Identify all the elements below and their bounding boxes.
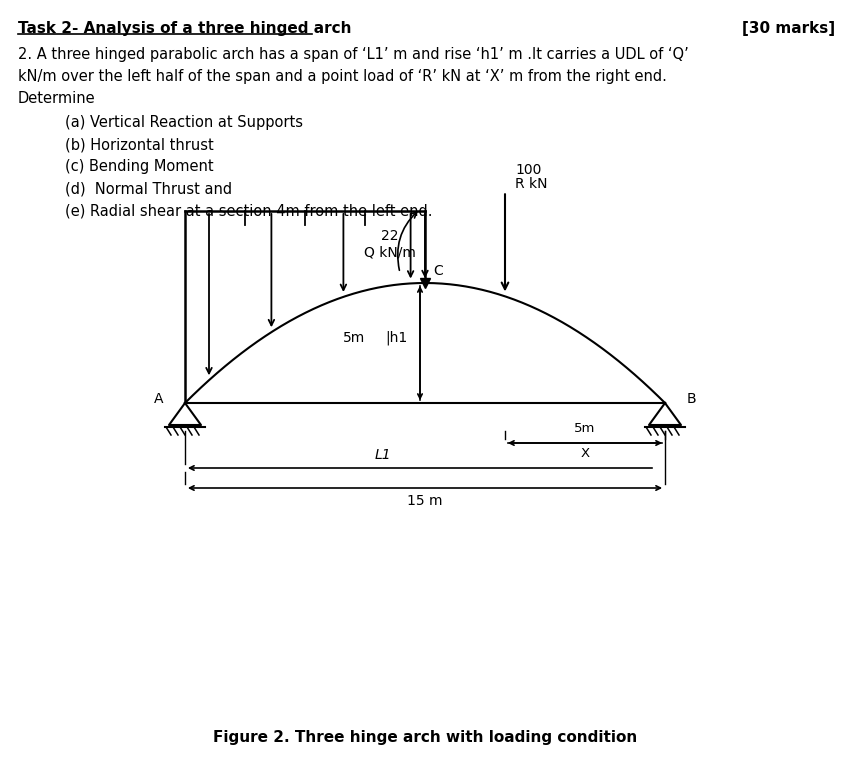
Text: (a) Vertical Reaction at Supports: (a) Vertical Reaction at Supports bbox=[65, 115, 303, 130]
Text: X: X bbox=[581, 447, 590, 460]
Text: Task 2- Analysis of a three hinged arch: Task 2- Analysis of a three hinged arch bbox=[18, 21, 352, 36]
Text: 15 m: 15 m bbox=[407, 494, 443, 508]
Text: (d)  Normal Thrust and: (d) Normal Thrust and bbox=[65, 181, 232, 196]
Text: C: C bbox=[433, 264, 443, 278]
Text: 22: 22 bbox=[382, 229, 399, 243]
Text: 100: 100 bbox=[515, 163, 541, 177]
Text: Determine: Determine bbox=[18, 91, 95, 106]
Text: 5m: 5m bbox=[343, 331, 365, 345]
Text: Figure 2. Three hinge arch with loading condition: Figure 2. Three hinge arch with loading … bbox=[212, 730, 638, 745]
Text: B: B bbox=[687, 392, 697, 406]
Text: R kN: R kN bbox=[515, 177, 547, 192]
Text: kN/m over the left half of the span and a point load of ‘R’ kN at ‘X’ m from the: kN/m over the left half of the span and … bbox=[18, 69, 667, 84]
Text: [30 marks]: [30 marks] bbox=[742, 21, 835, 36]
Text: |h1: |h1 bbox=[385, 331, 407, 346]
Text: 2. A three hinged parabolic arch has a span of ‘L1’ m and rise ‘h1’ m .It carrie: 2. A three hinged parabolic arch has a s… bbox=[18, 47, 688, 62]
Text: (b) Horizontal thrust: (b) Horizontal thrust bbox=[65, 137, 213, 152]
Text: A: A bbox=[154, 392, 163, 406]
Text: (e) Radial shear at a section 4m from the left end.: (e) Radial shear at a section 4m from th… bbox=[65, 203, 433, 218]
Text: Q kN/m: Q kN/m bbox=[364, 245, 416, 259]
Text: L1: L1 bbox=[374, 448, 391, 462]
Text: 5m: 5m bbox=[575, 422, 596, 435]
Text: (c) Bending Moment: (c) Bending Moment bbox=[65, 159, 213, 174]
